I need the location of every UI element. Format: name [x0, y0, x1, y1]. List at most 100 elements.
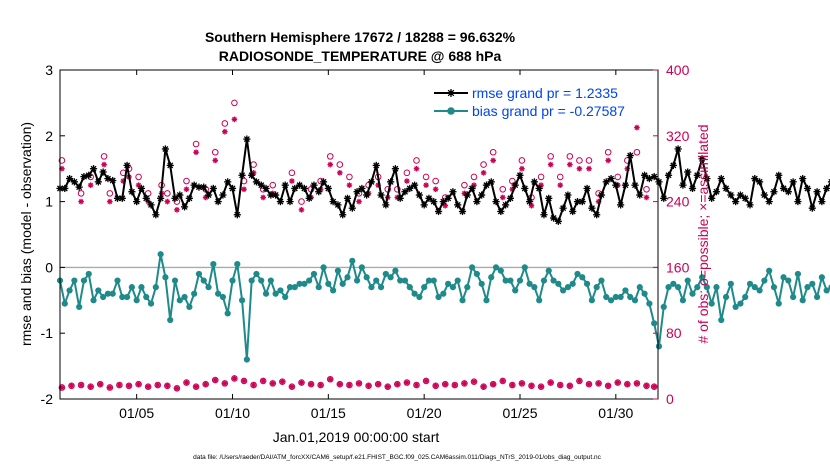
- obs-possible-point: [566, 382, 574, 390]
- bias-point: [267, 277, 274, 284]
- obs-possible-point: [164, 190, 171, 197]
- bias-point: [569, 280, 576, 287]
- obs-assimilated-point: [126, 383, 132, 389]
- asterisk-stroke: [414, 382, 419, 388]
- rmse-point-core: [474, 199, 479, 204]
- obs-possible-point: [125, 382, 133, 390]
- obs-assimilated-point: [576, 165, 583, 172]
- obs-assimilated-point: [78, 198, 84, 205]
- rmse-point: [348, 204, 356, 212]
- bias-point: [191, 290, 198, 297]
- obs-assimilated-point: [289, 384, 295, 390]
- rmse-point: [545, 194, 553, 202]
- rmse-point: [152, 211, 160, 219]
- asterisk-stroke: [174, 386, 180, 391]
- rmse-point-core: [311, 183, 316, 188]
- obs-possible-point: [68, 382, 75, 390]
- bias-point: [660, 303, 667, 310]
- rmse-point: [219, 191, 227, 199]
- asterisk-stroke: [538, 384, 544, 389]
- asterisk-stroke: [529, 383, 534, 388]
- rmse-point-core: [359, 186, 364, 191]
- rmse-point: [176, 191, 184, 199]
- obs-possible-point: [355, 380, 363, 387]
- obs-assimilated-point: [193, 149, 199, 156]
- rmse-point-core: [613, 183, 618, 188]
- rmse-point-core: [618, 202, 623, 207]
- bias-point: [100, 293, 107, 301]
- x-tick-label: 01/30: [598, 405, 633, 421]
- obs-possible-point: [106, 384, 114, 391]
- obs-possible-point: [413, 157, 420, 164]
- rmse-point: [200, 183, 208, 191]
- obs-assimilated-point: [567, 161, 573, 168]
- rmse-point: [315, 188, 323, 196]
- asterisk-stroke: [548, 162, 554, 168]
- bias-point: [636, 284, 643, 291]
- obs-possible-point: [250, 381, 257, 389]
- obs-assimilated-point: [231, 116, 238, 123]
- rmse-point-core: [518, 173, 522, 178]
- rmse-point: [401, 188, 409, 196]
- rmse-point-core: [369, 179, 374, 184]
- rmse-point-core: [72, 179, 77, 184]
- asterisk-stroke: [59, 166, 65, 172]
- asterisk-stroke: [337, 170, 343, 176]
- obs-possible-point: [413, 381, 420, 389]
- asterisk-stroke: [78, 199, 84, 205]
- rmse-point: [727, 191, 735, 199]
- obs-possible-point: [211, 148, 219, 156]
- rmse-point-core: [609, 176, 614, 181]
- obs-possible-point: [643, 382, 650, 390]
- asterisk-stroke: [101, 162, 107, 168]
- obs-possible-point: [633, 148, 641, 156]
- bias-point: [689, 290, 696, 297]
- obs-possible-point: [547, 153, 554, 160]
- obs-possible-point: [279, 378, 286, 386]
- rmse-point-core: [800, 176, 805, 181]
- rmse-point: [487, 178, 495, 186]
- legend: rmse grand pr = 1.2335 bias grand pr = -…: [428, 83, 640, 119]
- rmse-point: [535, 184, 543, 193]
- asterisk-stroke: [251, 382, 256, 388]
- asterisk-stroke: [442, 203, 448, 209]
- rmse-point-core: [680, 183, 685, 188]
- obs-assimilated-point: [375, 381, 381, 387]
- rmse-point: [674, 145, 682, 153]
- rmse-point: [109, 176, 117, 185]
- rmse-point: [640, 171, 649, 179]
- bias-point: [651, 320, 658, 327]
- asterisk-stroke: [462, 381, 467, 386]
- bias-point: [488, 274, 495, 281]
- obs-assimilated-point: [480, 170, 487, 176]
- bias-point: [215, 290, 222, 297]
- rmse-point-core: [220, 193, 225, 198]
- asterisk-stroke: [376, 382, 381, 387]
- bias-point: [785, 277, 792, 284]
- obs-possible-point: [365, 382, 372, 390]
- bias-point: [128, 284, 135, 291]
- rmse-point-core: [81, 174, 86, 179]
- rmse-point: [70, 178, 78, 186]
- bias-point: [512, 287, 519, 294]
- rmse-point: [502, 201, 510, 209]
- obs-possible-point: [499, 185, 507, 193]
- obs-possible-point: [624, 380, 631, 388]
- chart-title-line1: Southern Hemisphere 17672 / 18288 = 96.6…: [205, 29, 516, 45]
- bias-point: [430, 277, 437, 284]
- rmse-point: [310, 181, 318, 189]
- rmse-point-core: [331, 199, 336, 204]
- bias-point: [301, 280, 308, 287]
- obs-possible-point: [614, 379, 622, 386]
- bias-point: [80, 277, 88, 284]
- asterisk-stroke: [443, 382, 448, 387]
- rmse-point: [746, 201, 754, 209]
- rmse-point: [808, 204, 816, 212]
- rmse-point: [607, 174, 615, 183]
- rmse-point-core: [77, 185, 82, 190]
- obs-possible-point: [221, 120, 229, 127]
- obs-possible-point: [96, 380, 104, 388]
- rmse-point: [626, 151, 634, 160]
- rmse-point: [161, 145, 170, 153]
